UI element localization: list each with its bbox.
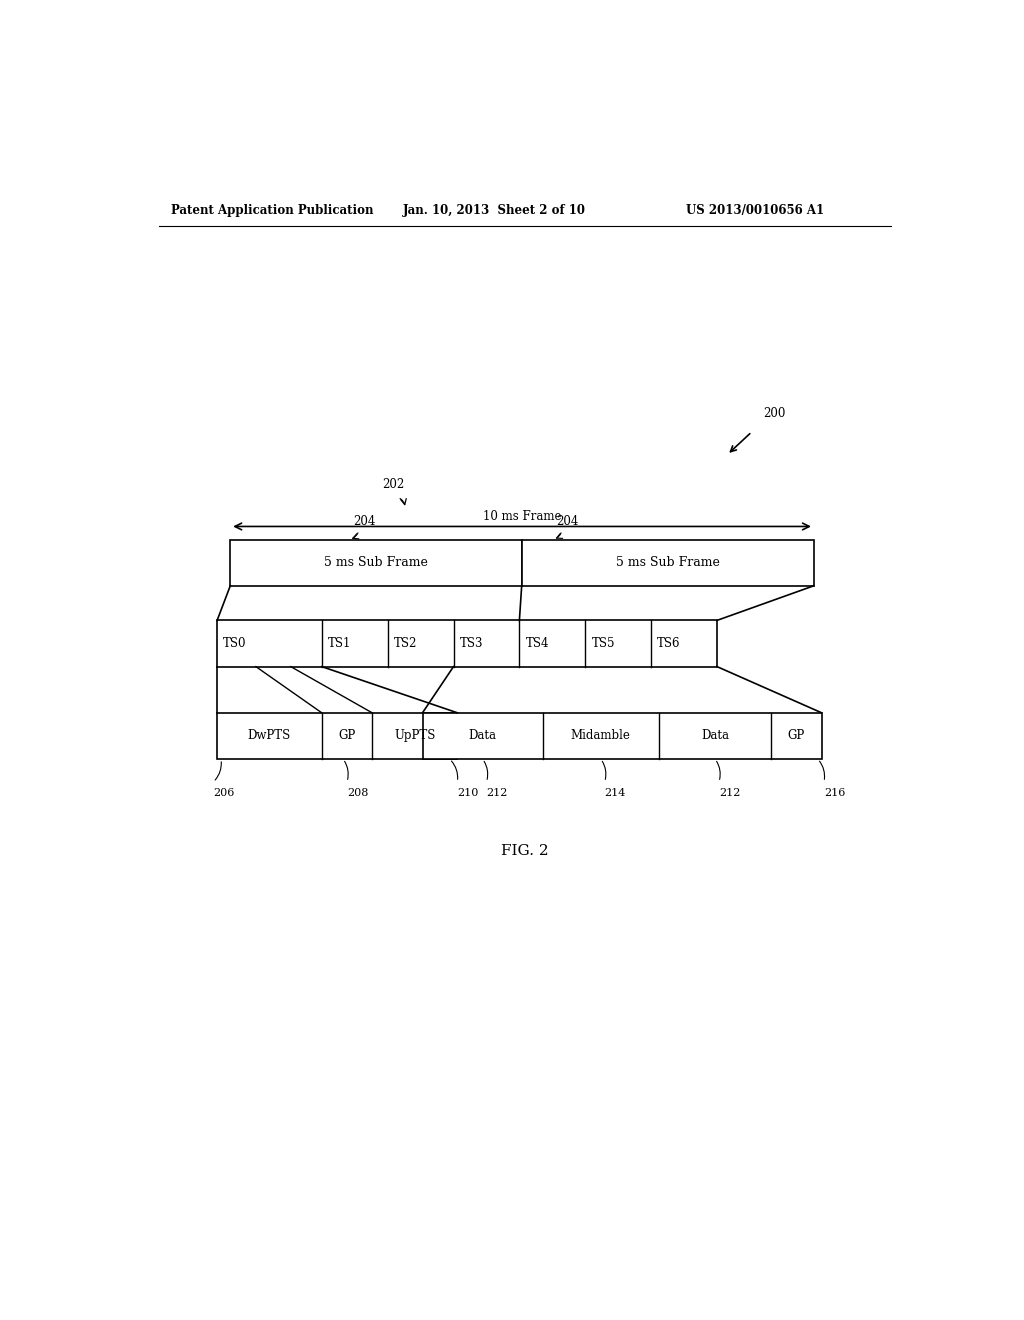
Text: 204: 204 (557, 515, 579, 528)
Bar (423, 713, 821, 759)
Bar (230, 540, 521, 586)
Bar (217, 620, 717, 667)
Bar (521, 540, 814, 586)
Text: US 2013/0010656 A1: US 2013/0010656 A1 (686, 205, 824, 218)
Text: 10 ms Frame: 10 ms Frame (483, 510, 561, 523)
Text: 5 ms Sub Frame: 5 ms Sub Frame (324, 556, 428, 569)
Text: TS1: TS1 (328, 638, 351, 649)
Text: 206: 206 (213, 788, 234, 799)
Text: Patent Application Publication: Patent Application Publication (171, 205, 373, 218)
Text: Data: Data (701, 730, 729, 742)
Text: 212: 212 (486, 788, 508, 799)
Text: Data: Data (469, 730, 497, 742)
Text: 5 ms Sub Frame: 5 ms Sub Frame (615, 556, 720, 569)
Text: 202: 202 (382, 478, 404, 491)
Text: Jan. 10, 2013  Sheet 2 of 10: Jan. 10, 2013 Sheet 2 of 10 (403, 205, 586, 218)
Text: 210: 210 (458, 788, 479, 799)
Text: TS0: TS0 (223, 638, 247, 649)
Text: 200: 200 (764, 407, 785, 420)
Text: TS5: TS5 (592, 638, 615, 649)
Text: GP: GP (787, 730, 805, 742)
Text: TS6: TS6 (657, 638, 681, 649)
Text: Midamble: Midamble (570, 730, 631, 742)
Text: 214: 214 (604, 788, 626, 799)
Text: 212: 212 (719, 788, 740, 799)
Text: GP: GP (338, 730, 355, 742)
Text: 204: 204 (352, 515, 375, 528)
Text: TS3: TS3 (460, 638, 483, 649)
Text: TS4: TS4 (525, 638, 549, 649)
Text: DwPTS: DwPTS (248, 730, 291, 742)
Text: FIG. 2: FIG. 2 (501, 845, 549, 858)
Bar (217, 713, 458, 759)
Text: TS2: TS2 (394, 638, 417, 649)
Text: 216: 216 (824, 788, 846, 799)
Text: 208: 208 (347, 788, 369, 799)
Text: UpPTS: UpPTS (394, 730, 435, 742)
